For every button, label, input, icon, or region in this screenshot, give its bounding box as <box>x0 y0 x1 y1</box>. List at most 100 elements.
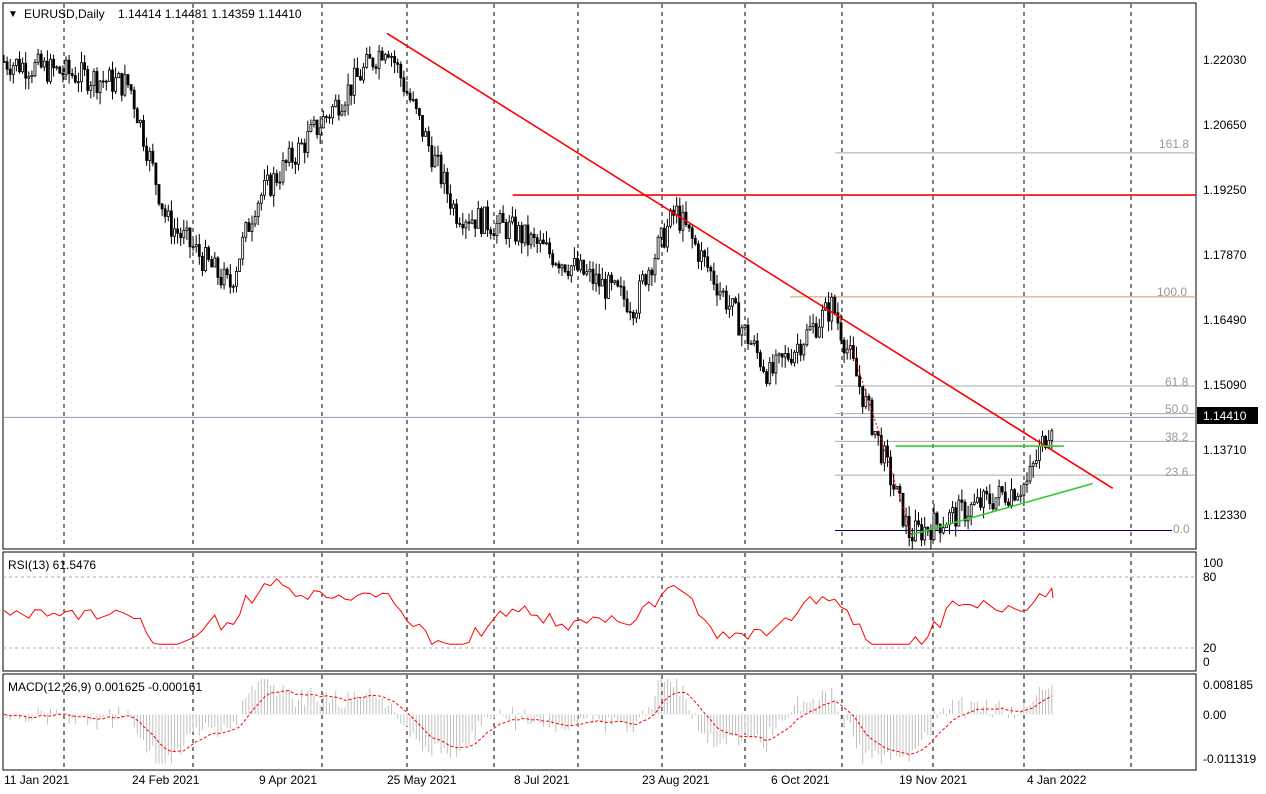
candle-body <box>303 142 307 153</box>
candle-body <box>27 76 31 79</box>
candle-body <box>179 232 183 239</box>
candle-body <box>1016 495 1020 501</box>
candle-body <box>644 274 648 285</box>
candle-body <box>790 358 793 364</box>
candle-body <box>1019 494 1023 497</box>
candle-body <box>108 69 111 82</box>
candle-body <box>30 74 34 78</box>
price-tick: 1.15090 <box>1203 378 1247 392</box>
candle-body <box>417 108 421 116</box>
candle-body <box>114 77 117 92</box>
time-tick: 4 Jan 2022 <box>1027 773 1087 787</box>
candlesticks <box>2 45 1054 550</box>
candle-body <box>33 61 37 76</box>
candle-body <box>520 225 524 244</box>
candle-body <box>269 174 273 196</box>
price-tick: 1.22030 <box>1203 53 1247 67</box>
candle-body <box>461 224 465 229</box>
candle-body <box>228 274 232 288</box>
candle-body <box>759 352 762 368</box>
candle-body <box>324 116 328 119</box>
current-price-label: 1.14410 <box>1203 409 1247 423</box>
candle-body <box>712 270 716 285</box>
candle-body <box>997 486 1001 499</box>
candle-body <box>703 250 706 258</box>
candle-body <box>1050 430 1054 441</box>
candle-body <box>235 271 238 287</box>
candle-body <box>284 160 288 163</box>
candle-body <box>362 66 366 81</box>
candle-body <box>796 343 799 353</box>
time-tick: 11 Jan 2021 <box>4 773 69 787</box>
candle-body <box>523 224 527 244</box>
rsi-panel-frame <box>2 551 1197 672</box>
candle-body <box>554 263 558 266</box>
candle-body <box>824 302 827 311</box>
candle-body <box>346 84 350 106</box>
candle-body <box>737 302 741 336</box>
macd-tick: 0.008185 <box>1203 678 1253 692</box>
vertical-gridlines <box>63 4 1132 769</box>
candle-body <box>247 222 251 232</box>
candle-body <box>569 265 573 277</box>
candle-body <box>743 324 747 329</box>
candle-body <box>89 85 93 91</box>
candle-body <box>424 131 428 137</box>
candle-body <box>266 174 269 181</box>
candle-body <box>588 268 592 273</box>
candle-body <box>5 61 9 70</box>
macd-tick: -0.011319 <box>1203 752 1256 766</box>
candle-body <box>718 291 722 296</box>
candle-body <box>625 298 629 312</box>
candle-body <box>126 74 130 86</box>
candle-body <box>982 490 985 508</box>
candle-body <box>464 221 468 229</box>
symbol-label: EURUSD,Daily <box>24 7 105 21</box>
candle-body <box>514 216 517 242</box>
candle-body <box>845 348 849 354</box>
fib-label: 161.8 <box>1159 137 1189 151</box>
candle-body <box>842 339 846 354</box>
candle-body <box>120 73 124 96</box>
candle-body <box>855 357 858 377</box>
candle-body <box>427 131 431 147</box>
candle-body <box>721 290 725 293</box>
candle-body <box>938 523 942 534</box>
candle-body <box>70 73 74 76</box>
candle-body <box>256 202 260 217</box>
candle-body <box>817 326 821 338</box>
candle-body <box>563 264 567 272</box>
candle-body <box>755 340 759 354</box>
candle-body <box>548 242 551 255</box>
candle-body <box>762 366 765 372</box>
fib-label: 100.0 <box>1157 285 1187 299</box>
fib-label: 38.2 <box>1165 430 1189 444</box>
candle-body <box>309 124 313 132</box>
header-arrow-icon[interactable]: ▼ <box>8 9 18 20</box>
candle-body <box>1010 489 1013 506</box>
candle-body <box>411 99 415 101</box>
candle-body <box>830 296 834 322</box>
candle-body <box>963 501 967 522</box>
candle-body <box>318 127 322 135</box>
candle-body <box>383 54 387 61</box>
candle-body <box>836 312 840 324</box>
candle-body <box>355 67 359 77</box>
candle-body <box>368 54 372 59</box>
candle-body <box>405 90 409 94</box>
candle-body <box>582 259 586 275</box>
candle-body <box>662 227 666 248</box>
candle-body <box>954 507 958 527</box>
candle-body <box>656 236 660 259</box>
candle-body <box>123 74 127 96</box>
candle-body <box>941 527 945 534</box>
fibonacci-labels: 161.8 100.0 61.8 50.0 38.2 23.6 0.0 <box>1157 137 1190 536</box>
candle-body <box>352 67 356 96</box>
fibonacci-levels <box>3 152 1196 531</box>
candle-body <box>728 305 731 310</box>
candle-body <box>479 208 483 234</box>
candle-body <box>1022 484 1026 496</box>
candle-body <box>306 131 310 153</box>
candle-body <box>870 399 874 435</box>
